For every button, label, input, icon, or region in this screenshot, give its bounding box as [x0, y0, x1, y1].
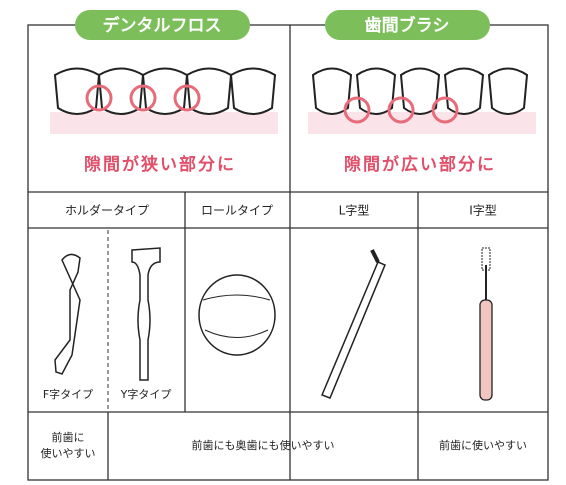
tooth — [311, 67, 353, 115]
header-title: デンタルフロス — [103, 15, 222, 36]
note: 前歯に使いやすい — [439, 438, 527, 452]
l-brush — [321, 261, 386, 399]
column-header: ホルダータイプ — [65, 203, 149, 218]
y-holder — [131, 247, 161, 381]
note: 前歯に — [52, 430, 85, 444]
f-holder — [54, 253, 81, 375]
tooth — [487, 67, 529, 115]
holder-type: F字タイプ — [43, 387, 93, 401]
use-label: 隙間が広い部分に — [344, 154, 496, 175]
gap-ring — [343, 96, 371, 124]
tooth — [229, 67, 277, 115]
i-brush — [479, 299, 493, 401]
column-header: I字型 — [469, 203, 497, 218]
tooth — [443, 67, 485, 115]
gap-ring — [387, 96, 415, 124]
note: 前歯にも奥歯にも使いやすい — [192, 438, 335, 452]
gap-ring — [85, 84, 113, 112]
floss-roll-detail — [202, 294, 271, 338]
teeth-illustrations — [50, 67, 536, 134]
header-pill — [75, 10, 250, 40]
i-brush-head — [481, 247, 491, 271]
gum — [308, 112, 536, 134]
gum — [50, 112, 278, 134]
floss-roll — [198, 274, 276, 356]
gap-ring — [173, 84, 201, 112]
column-header: ロールタイプ — [201, 204, 273, 218]
header-pill — [325, 10, 490, 40]
header-title: 歯間ブラシ — [365, 15, 450, 36]
l-brush-head — [370, 249, 380, 263]
holder-type: Y字タイプ — [120, 387, 172, 401]
gap-ring — [129, 84, 157, 112]
gap-ring — [431, 96, 459, 124]
column-header: L字型 — [339, 203, 370, 218]
table-frame — [27, 24, 549, 481]
note: 使いやすい — [41, 447, 96, 460]
use-label: 隙間が狭い部分に — [84, 154, 236, 175]
